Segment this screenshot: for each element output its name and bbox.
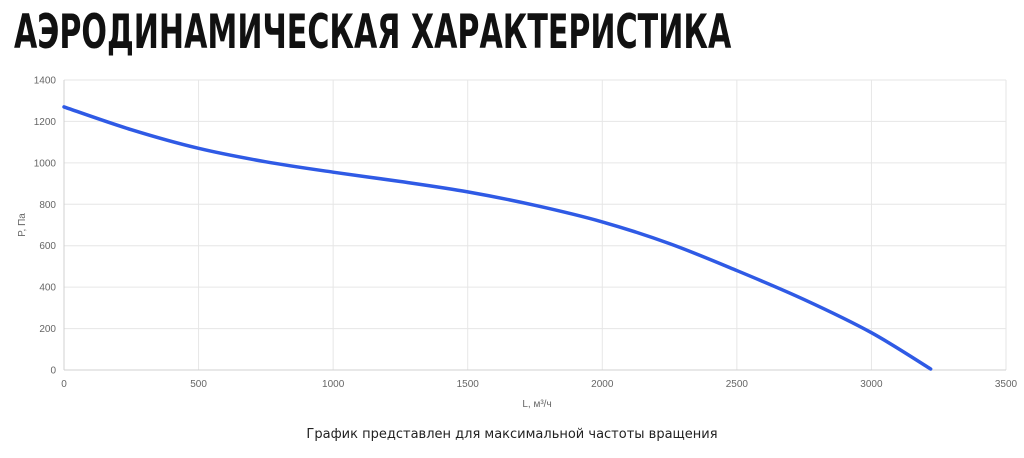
x-tick-label: 2500 bbox=[726, 379, 749, 390]
x-tick-label: 2000 bbox=[591, 379, 614, 390]
x-tick-label: 0 bbox=[61, 379, 67, 390]
y-tick-label: 0 bbox=[50, 366, 56, 377]
y-axis-title: P, Па bbox=[17, 213, 28, 237]
y-tick-label: 200 bbox=[39, 324, 56, 335]
line-chart: 0 500 1000 1500 2000 2500 3000 3500 0 200 400 600 8… bbox=[17, 76, 1018, 411]
y-tick-label: 1000 bbox=[34, 158, 57, 169]
x-tick-label: 1000 bbox=[322, 379, 345, 390]
y-tick-label: 800 bbox=[39, 200, 56, 211]
x-axis-title: L, м³/ч bbox=[522, 399, 551, 410]
x-axis-ticks: 0 500 1000 1500 2000 2500 3000 3500 bbox=[61, 379, 1017, 390]
y-axis-ticks: 0 200 400 600 800 1000 1200 1400 bbox=[34, 76, 57, 377]
chart-grid bbox=[63, 79, 1007, 371]
x-tick-label: 3000 bbox=[860, 379, 883, 390]
x-tick-label: 1500 bbox=[457, 379, 480, 390]
series-line bbox=[62, 105, 933, 371]
x-tick-label: 3500 bbox=[995, 379, 1018, 390]
series-layer bbox=[62, 105, 933, 371]
x-tick-label: 500 bbox=[190, 379, 207, 390]
chart-footnote: График представлен для максимальной част… bbox=[306, 427, 718, 442]
y-tick-label: 600 bbox=[39, 241, 56, 252]
y-tick-label: 1400 bbox=[34, 76, 57, 87]
y-tick-label: 1200 bbox=[34, 117, 57, 128]
page-title: АЭРОДИНАМИЧЕСКАЯ ХАРАКТЕРИСТИКА bbox=[14, 5, 732, 60]
y-tick-label: 400 bbox=[39, 283, 56, 294]
